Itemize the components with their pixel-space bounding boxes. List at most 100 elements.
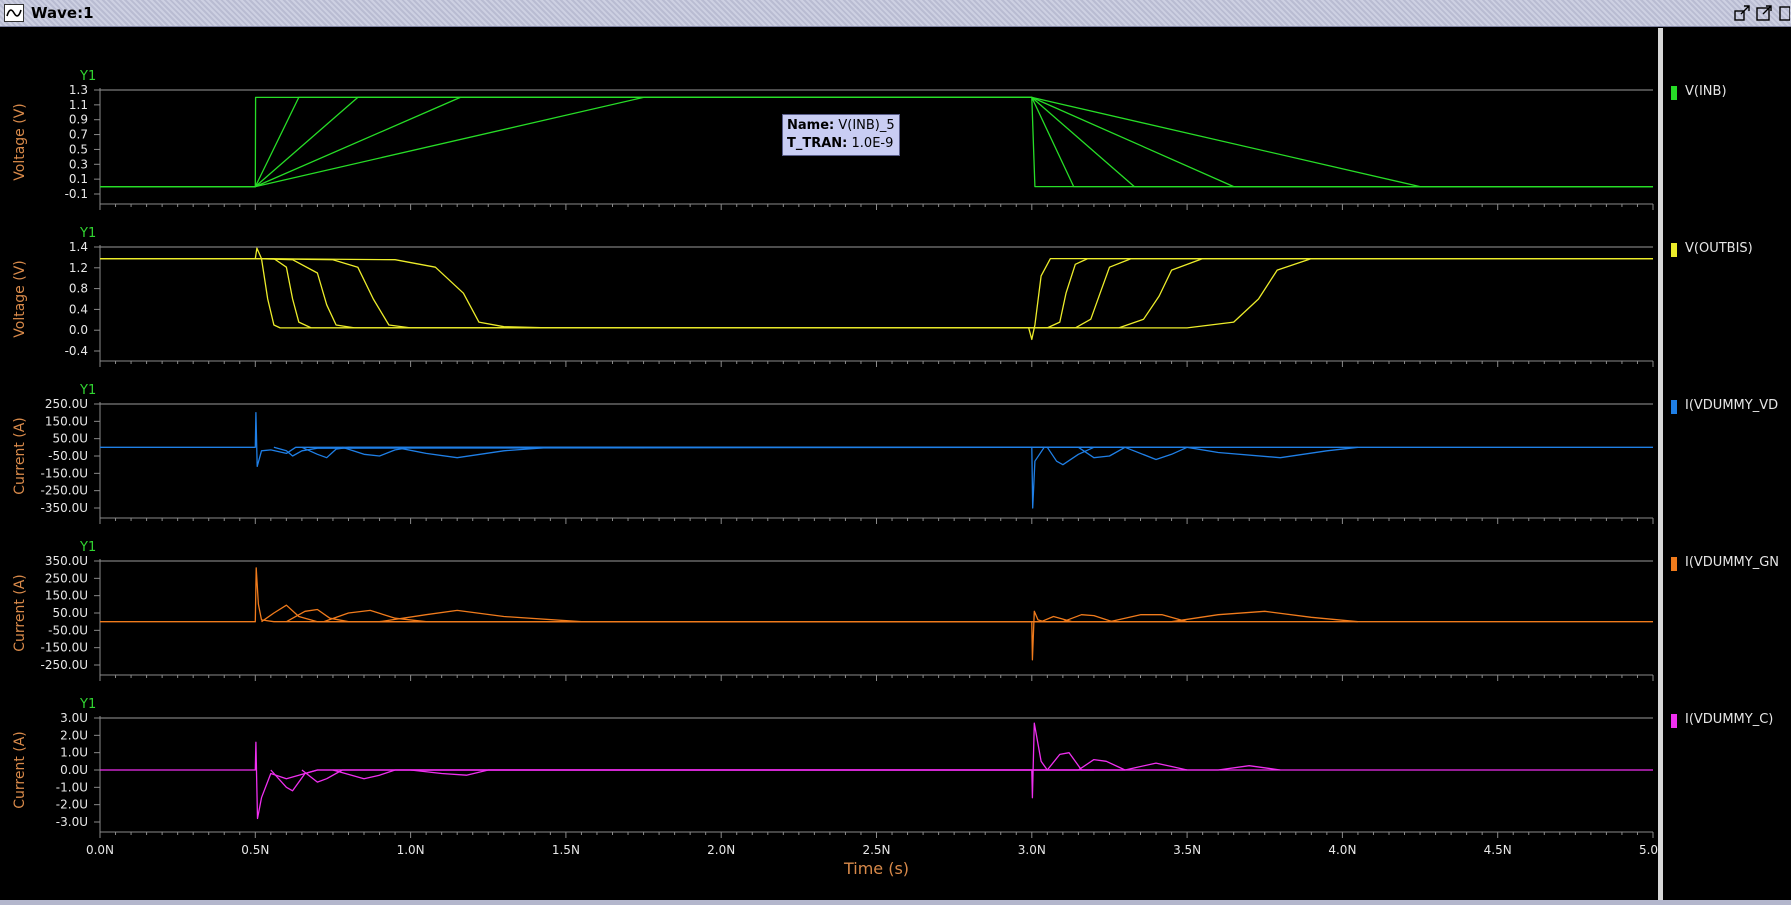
y-tick-label: -350.0U: [41, 501, 88, 515]
y-tick-label: -1.0U: [56, 780, 88, 794]
y-tick-label: -150.0U: [41, 466, 88, 480]
series-line-2: [261, 604, 1073, 623]
y-axis-name: Y1: [79, 697, 96, 712]
y-axis-label: Voltage (V): [12, 103, 28, 180]
y-axis-name: Y1: [79, 69, 96, 84]
y-axis-label: Current (A): [12, 574, 28, 652]
y-tick-label: 1.3: [69, 83, 88, 97]
y-tick-label: 0.0: [69, 323, 88, 337]
y-tick-label: -0.1: [65, 187, 88, 201]
series-line-1: [100, 722, 1653, 820]
x-tick-label: 4.0N: [1328, 843, 1356, 857]
signal-legend: V(INB) V(OUTBIS) I(VDUMMY_VD I(VDUMMY_GN…: [1663, 28, 1791, 900]
close-window-icon[interactable]: [1778, 4, 1791, 22]
x-tick-label: 0.0N: [86, 843, 114, 857]
y-tick-label: 1.2: [69, 261, 88, 275]
legend-swatch-ivdummy-gn: [1671, 557, 1677, 571]
y-tick-label: 0.5: [69, 142, 88, 156]
legend-label-ivdummy-gn: I(VDUMMY_GN: [1685, 555, 1779, 570]
series-line-3: [301, 446, 1126, 459]
waveform-plot-area[interactable]: Y1 1.3 1.1 0.9 0.7 0.5 0.3 0.1 -0.1 Voltage (V) Y1…: [4, 28, 1667, 900]
y-tick-label: 2.0U: [60, 728, 88, 742]
y-axis-label: Current (A): [12, 731, 28, 809]
y-tick-label: -0.4: [65, 344, 88, 358]
series-line-5: [379, 609, 1358, 623]
series-line-5: [100, 96, 1653, 188]
y-axis-name: Y1: [79, 540, 96, 555]
tooltip-name-value: V(INB)_5: [838, 118, 895, 133]
series-line-1: [100, 247, 1653, 341]
trace-tooltip: Name: V(INB)_5 T_TRAN: 1.0E-9: [782, 114, 900, 156]
window-titlebar: Wave:1: [0, 0, 1791, 27]
y-axis-name: Y1: [79, 383, 96, 398]
x-tick-label: 1.5N: [552, 843, 580, 857]
window-bottom-edge: [0, 900, 1791, 905]
series-line-5: [100, 257, 1653, 329]
series-line-1: [100, 567, 1653, 661]
y-tick-label: -150.0U: [41, 641, 88, 655]
y-tick-label: -2.0U: [56, 798, 88, 812]
restore-window-icon[interactable]: [1733, 4, 1751, 22]
y-tick-label: 350.0U: [45, 554, 88, 568]
y-tick-label: 250.0U: [45, 397, 88, 411]
x-tick-label: 2.5N: [862, 843, 890, 857]
legend-divider[interactable]: [1658, 28, 1663, 900]
series-line-4: [323, 609, 1188, 623]
y-axis-label: Current (A): [12, 417, 28, 495]
y-tick-label: 0.1: [69, 172, 88, 186]
y-tick-label: -250.0U: [41, 484, 88, 498]
y-tick-label: 0.0U: [60, 763, 88, 777]
y-tick-label: 1.0U: [60, 746, 88, 760]
y-tick-label: 0.9: [69, 113, 88, 127]
legend-label-voutbis: V(OUTBIS): [1685, 241, 1753, 256]
series-line-3: [100, 257, 1653, 329]
series-line-1: [100, 412, 1653, 509]
y-tick-label: 3.0U: [60, 711, 88, 725]
y-tick-label: 0.7: [69, 128, 88, 142]
x-axis-label: Time (s): [843, 859, 909, 878]
series-line-5: [410, 765, 1281, 776]
y-tick-label: -50.0U: [48, 623, 88, 637]
panel-2[interactable]: Y11.4 1.2 0.8 0.4 0.0 -0.4 Voltage (V): [12, 226, 1654, 367]
x-tick-label: 3.5N: [1173, 843, 1201, 857]
legend-swatch-ivdummy-c: [1671, 714, 1677, 728]
tooltip-ttran-key: T_TRAN:: [787, 136, 848, 151]
tooltip-name-key: Name:: [787, 118, 835, 133]
y-tick-label: 1.4: [69, 240, 88, 254]
y-tick-label: 1.1: [69, 98, 88, 112]
y-tick-label: 150.0U: [45, 589, 88, 603]
x-tick-label: 4.5N: [1484, 843, 1512, 857]
series-line-3: [301, 758, 1126, 783]
y-axis-name: Y1: [79, 226, 96, 241]
legend-label-ivdummy-vd: I(VDUMMY_VD: [1685, 398, 1779, 413]
series-line-2: [270, 752, 1094, 792]
y-axis-label: Voltage (V): [12, 260, 28, 337]
y-tick-label: -3.0U: [56, 815, 88, 829]
tooltip-ttran-value: 1.0E-9: [851, 136, 894, 151]
y-tick-label: 250.0U: [45, 571, 88, 585]
x-tick-label: 5.0N: [1639, 843, 1658, 857]
x-tick-label: 1.0N: [397, 843, 425, 857]
maximize-window-icon[interactable]: [1755, 4, 1773, 22]
legend-swatch-vinb: [1671, 86, 1677, 100]
legend-swatch-ivdummy-vd: [1671, 400, 1677, 414]
window-title: Wave:1: [31, 4, 94, 22]
y-tick-label: -50.0U: [48, 449, 88, 463]
y-tick-label: 0.8: [69, 282, 88, 296]
y-tick-label: -250.0U: [41, 658, 88, 672]
x-tick-label: 0.5N: [241, 843, 269, 857]
x-tick-label: 3.0N: [1018, 843, 1046, 857]
panel-1[interactable]: Y11.31.10.90.70.50.30.1-0.1 Voltage (V): [12, 69, 1654, 210]
panel-5[interactable]: Y13.0U 2.0U 1.0U 0.0U -1.0U -2.0U -3.0U Current…: [12, 697, 1654, 838]
x-tick-label: 2.0N: [707, 843, 735, 857]
waveform-icon: [4, 4, 24, 22]
series-line-3: [286, 608, 1113, 623]
legend-swatch-voutbis: [1671, 243, 1677, 257]
legend-label-vinb: V(INB): [1685, 84, 1727, 99]
legend-label-ivdummy-c: I(VDUMMY_C): [1685, 712, 1774, 727]
y-tick-label: 0.3: [69, 157, 88, 171]
y-tick-label: 50.0U: [52, 432, 88, 446]
